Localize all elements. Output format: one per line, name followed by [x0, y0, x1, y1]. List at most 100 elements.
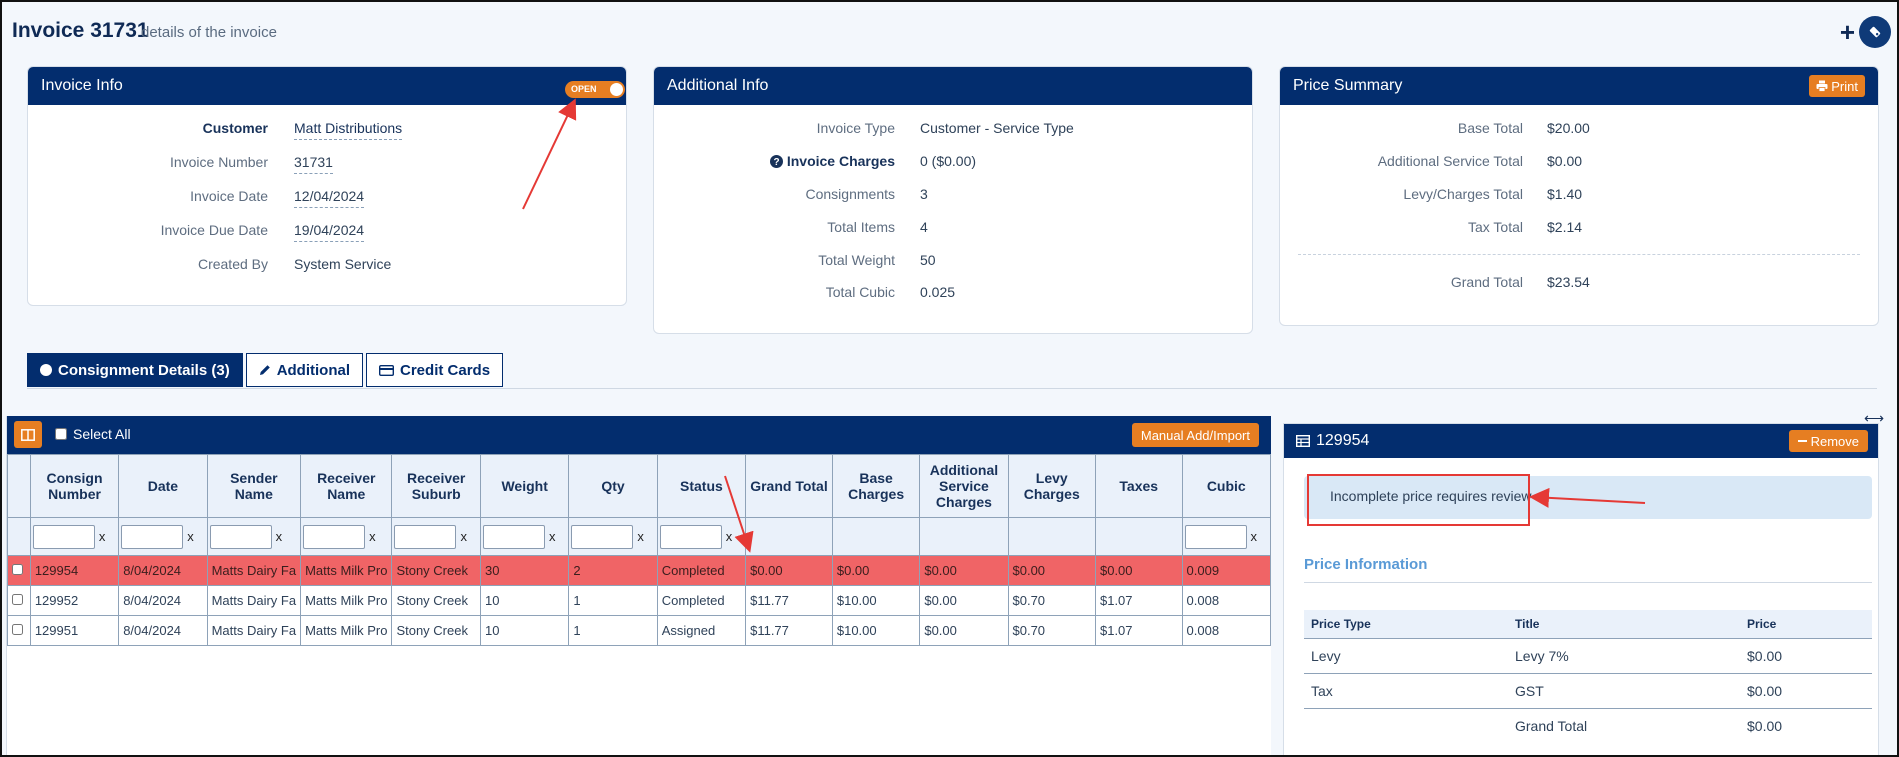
column-header[interactable]: Consign Number	[29, 454, 120, 518]
table-row[interactable]: 129952 8/04/2024 Matts Dairy Fa Matts Mi…	[7, 585, 1272, 616]
clear-filter[interactable]: x	[98, 528, 106, 544]
filter-cell	[831, 517, 921, 556]
price-information-title: Price Information	[1304, 556, 1428, 573]
invoice-status-toggle[interactable]: OPEN	[565, 81, 625, 98]
invoice-charges-label-wrap: ? Invoice Charges	[769, 153, 895, 169]
consignments-value: 3	[920, 186, 928, 202]
toggle-label: OPEN	[571, 84, 597, 94]
price-cell: $0.00	[1747, 718, 1783, 734]
total-cubic-label: Total Cubic	[825, 284, 895, 300]
row-checkbox[interactable]	[12, 594, 23, 605]
column-header[interactable]: Grand Total	[745, 454, 833, 518]
filter-input[interactable]	[303, 524, 366, 549]
filter-input[interactable]	[209, 524, 272, 549]
remove-button[interactable]: Remove	[1788, 430, 1868, 452]
clear-filter[interactable]: x	[637, 528, 644, 544]
invoice-type-value: Customer - Service Type	[920, 120, 1074, 136]
column-header[interactable]: Sender Name	[206, 454, 302, 518]
levy-charges-total-value: $1.40	[1547, 186, 1583, 202]
filter-input[interactable]	[394, 524, 457, 549]
grand-total-label: Grand Total	[1450, 274, 1523, 290]
table-cell: $11.77	[745, 615, 833, 646]
clear-filter[interactable]: x	[725, 528, 733, 544]
detail-tabs: Consignment Details (3) Additional Credi…	[27, 353, 504, 387]
invoice-number-value[interactable]: 31731	[294, 154, 333, 174]
price-cell: Grand Total	[1515, 718, 1588, 734]
column-header[interactable]: Qty	[568, 454, 658, 518]
price-column-header: Price	[1740, 610, 1872, 639]
filter-input[interactable]	[1184, 524, 1247, 549]
columns-toggle-button[interactable]	[14, 421, 42, 448]
column-header[interactable]: Status	[656, 454, 747, 518]
invoice-date-value[interactable]: 12/04/2024	[294, 188, 365, 208]
total-items-value: 4	[920, 219, 928, 235]
filter-input[interactable]	[121, 524, 184, 549]
table-cell: $0.00	[919, 585, 1009, 616]
tag-icon[interactable]	[1859, 16, 1891, 48]
column-header[interactable]: Taxes	[1094, 454, 1183, 518]
row-checkbox[interactable]	[12, 564, 23, 575]
price-cell: Tax	[1304, 673, 1508, 709]
filter-input[interactable]	[482, 524, 545, 549]
filter-cell	[1094, 517, 1183, 556]
filter-input[interactable]	[659, 524, 722, 549]
column-header[interactable]: Base Charges	[831, 454, 921, 518]
table-cell: 129951	[29, 615, 120, 646]
column-header[interactable]: Cubic	[1181, 454, 1272, 518]
clear-filter[interactable]: x	[187, 528, 194, 544]
column-header[interactable]: Receiver Suburb	[391, 454, 481, 518]
invoice-due-date-value[interactable]: 19/04/2024	[294, 222, 365, 242]
total-items-label: Total Items	[827, 219, 895, 235]
price-cell: GST	[1508, 673, 1740, 709]
clear-filter[interactable]: x	[460, 528, 467, 544]
table-cell: $0.70	[1007, 615, 1096, 646]
table-cell: Matts Milk Pro	[300, 615, 393, 646]
resize-arrows-icon[interactable]: ⟷	[1864, 410, 1885, 426]
table-cell: 129954	[29, 555, 120, 586]
question-circle-icon[interactable]: ?	[769, 154, 783, 168]
filter-input[interactable]	[32, 524, 95, 549]
tab-additional[interactable]: Additional	[245, 353, 364, 387]
column-header[interactable]: Levy Charges	[1007, 454, 1096, 518]
table-cell: Matts Milk Pro	[300, 585, 393, 616]
table-cell: Matts Dairy Fa	[206, 615, 302, 646]
page-title: Invoice 31731	[12, 19, 149, 42]
clear-filter[interactable]: x	[275, 528, 283, 544]
tab-consignment-details[interactable]: Consignment Details (3)	[27, 353, 243, 387]
column-header[interactable]: Date	[118, 454, 208, 518]
column-header[interactable]: Additional Service Charges	[919, 454, 1009, 518]
tax-total-value: $2.14	[1547, 219, 1583, 235]
column-header[interactable]: Weight	[479, 454, 570, 518]
select-all-checkbox[interactable]	[55, 428, 67, 440]
filter-cell: x	[1181, 517, 1272, 556]
customer-link[interactable]: Matt Distributions	[294, 120, 403, 140]
tab-credit-cards[interactable]: Credit Cards	[366, 353, 504, 387]
filter-cell	[919, 517, 1009, 556]
filter-input[interactable]	[571, 524, 634, 549]
column-header[interactable]: Receiver Name	[300, 454, 393, 518]
table-row[interactable]: 129951 8/04/2024 Matts Dairy Fa Matts Mi…	[7, 615, 1272, 646]
clear-filter[interactable]: x	[369, 528, 376, 544]
price-row: Grand Total $0.00	[1304, 709, 1872, 744]
plus-icon[interactable]: +	[1839, 17, 1855, 47]
table-cell: $0.00	[919, 555, 1009, 586]
table-cell: $11.77	[745, 585, 833, 616]
table-row[interactable]: 129954 8/04/2024 Matts Dairy Fa Matts Mi…	[7, 555, 1272, 586]
clear-filter[interactable]: x	[1250, 528, 1258, 544]
row-checkbox[interactable]	[12, 624, 23, 635]
manual-add-import-button[interactable]: Manual Add/Import	[1131, 423, 1259, 447]
clear-filter[interactable]: x	[548, 528, 556, 544]
annotation-highlight-box	[1307, 474, 1530, 526]
table-cell: Stony Creek	[391, 615, 481, 646]
price-column-header: Price Type	[1304, 610, 1508, 639]
total-weight-label: Total Weight	[818, 252, 895, 268]
price-information-table: Price Type Title Price Levy Levy 7% $0.0…	[1304, 610, 1872, 743]
price-summary-title: Price Summary	[1293, 77, 1403, 94]
print-button[interactable]: Print	[1809, 75, 1865, 97]
price-column-header: Title	[1508, 610, 1740, 639]
invoice-due-date-label: Invoice Due Date	[160, 222, 268, 238]
invoice-info-title: Invoice Info	[41, 77, 123, 94]
row-checkbox-cell	[7, 555, 31, 586]
consignment-detail-panel: 129954 Remove Incomplete price requires …	[1283, 423, 1879, 755]
summary-divider	[1298, 254, 1860, 255]
